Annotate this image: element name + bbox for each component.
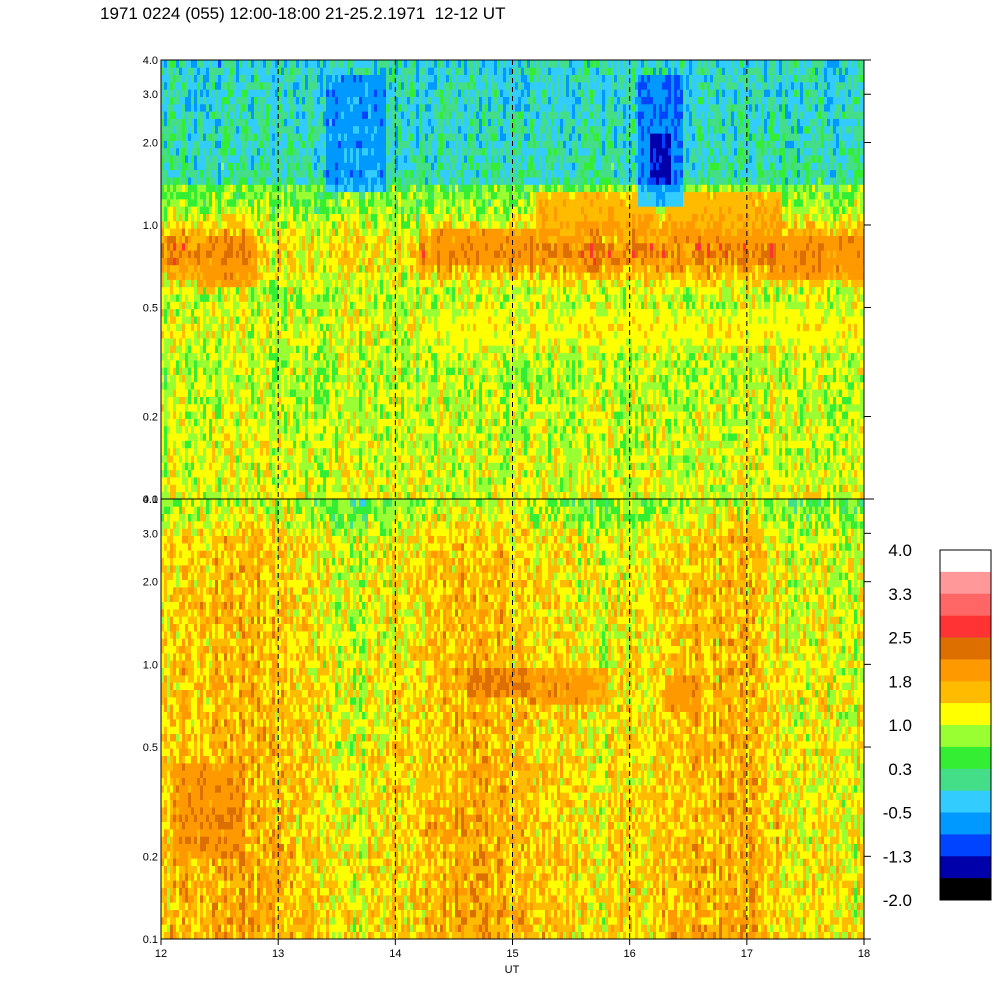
colorbar-swatch xyxy=(940,746,991,770)
colorbar-label: 3.3 xyxy=(888,585,912,604)
y-tick-label: 3.0 xyxy=(143,528,158,540)
y-tick-label: 0.2 xyxy=(143,412,158,424)
colorbar-swatch xyxy=(940,681,991,704)
y-tick-label: 2.0 xyxy=(143,577,158,589)
y-tick-label: 1.0 xyxy=(143,659,158,671)
y-tick-label: 0.5 xyxy=(143,742,158,754)
colorbar-swatch xyxy=(940,659,991,682)
colorbar-swatch xyxy=(940,812,991,835)
colorbar-swatch xyxy=(940,550,991,573)
colorbar-swatch xyxy=(940,856,991,879)
colorbar-swatch xyxy=(940,834,991,857)
colorbar-label: -0.5 xyxy=(883,804,912,823)
colorbar-label: 1.0 xyxy=(888,716,912,735)
colorbar-swatch xyxy=(940,593,991,616)
y-tick-label: 4.0 xyxy=(143,494,158,506)
x-axis-label: UT xyxy=(505,964,520,976)
colorbar: 4.0 3.3 2.5 1.8 1.0 0.3 -0.5 -1.3 -2.0 xyxy=(883,541,992,910)
colorbar-swatch xyxy=(940,703,991,726)
colorbar-label: -2.0 xyxy=(883,891,912,910)
x-tick-label: 18 xyxy=(858,948,870,960)
x-tick-label: 16 xyxy=(624,948,636,960)
y-tick-label: 0.5 xyxy=(143,302,158,314)
colorbar-label: 2.5 xyxy=(888,629,912,648)
x-tick-label: 14 xyxy=(389,948,401,960)
x-tick-label: 17 xyxy=(741,948,753,960)
colorbar-swatch xyxy=(940,615,991,638)
colorbar-swatch xyxy=(940,637,991,660)
y-tick-label: 0.1 xyxy=(143,494,158,506)
top-spectrogram-panel xyxy=(161,60,864,499)
colorbar-label: 4.0 xyxy=(888,541,912,560)
colorbar-swatch xyxy=(940,768,991,791)
bottom-spectrogram-panel xyxy=(161,499,864,939)
y-tick-label: 4.0 xyxy=(143,55,158,67)
colorbar-label: 1.8 xyxy=(888,672,912,691)
colorbar-label: 0.3 xyxy=(888,760,912,779)
colorbar-frame xyxy=(939,549,992,901)
y-tick-label: 0.1 xyxy=(143,934,158,946)
colorbar-label: -1.3 xyxy=(883,847,912,866)
x-tick-label: 15 xyxy=(506,948,518,960)
colorbar-swatch xyxy=(940,878,991,901)
y-tick-label: 0.2 xyxy=(143,851,158,863)
y-tick-label: 3.0 xyxy=(143,89,158,101)
x-tick-label: 12 xyxy=(155,948,167,960)
x-tick-label: 13 xyxy=(272,948,284,960)
plot-title: 1971 0224 (055) 12:00-18:00 21-25.2.1971… xyxy=(100,4,505,24)
y-tick-label: 2.0 xyxy=(143,137,158,149)
colorbar-swatch xyxy=(940,571,991,595)
colorbar-swatch xyxy=(940,725,991,748)
y-tick-label: 1.0 xyxy=(143,220,158,232)
colorbar-swatch xyxy=(940,790,991,813)
